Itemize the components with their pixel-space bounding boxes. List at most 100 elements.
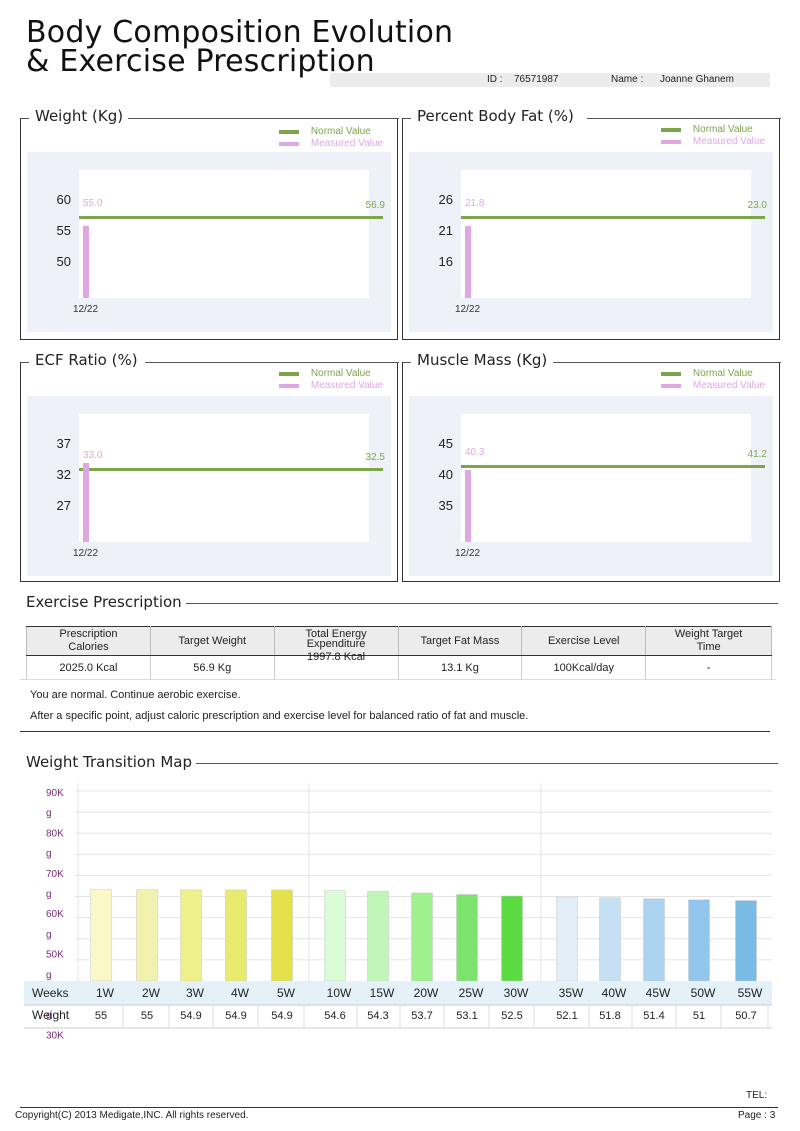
week-label: 25W [459,986,484,1000]
chart-title: ECF Ratio (%) [31,351,142,369]
measured-value-bar [83,226,89,298]
weeks-row-label: Weeks [32,986,68,1000]
value-calories: 2025.0 Kcal [26,655,151,680]
weight-bar [599,897,621,982]
weight-bar [271,889,293,982]
week-label: 55W [738,986,763,1000]
header-target-fat: Target Fat Mass [397,626,523,656]
title-line-1: Body Composition Evolution [26,15,454,50]
legend-normal: Normal Value [692,124,753,135]
weight-bar [367,891,389,982]
id-value: 76571987 [514,74,559,85]
weight-bar [411,892,433,982]
section-title: Exercise Prescription [22,593,186,611]
weight-bar [90,889,112,982]
normal-value-line [79,467,383,471]
measured-swatch [278,384,299,388]
normal-value-label: 41.2 [747,449,767,461]
weight-value: 53.7 [411,1010,432,1022]
y-axis-label: g [46,849,52,860]
weight-value: 54.9 [271,1010,292,1022]
normal-value-line [461,465,765,469]
measured-swatch [660,384,681,388]
normal-swatch [660,128,681,132]
y-axis-label: 90K [46,788,64,799]
plot-area [461,414,751,542]
week-label: 3W [186,986,205,1000]
y-axis-label: g [46,929,52,940]
chart-legend: Normal Value Measured Value [278,126,383,150]
normal-value-line [461,216,765,220]
weight-value: 53.1 [456,1010,477,1022]
weight-bar [136,889,158,982]
y-tick-label: 50 [56,254,71,269]
measured-swatch [278,142,299,146]
chart-title: Percent Body Fat (%) [413,107,578,125]
weight-bar [180,889,202,982]
measured-value-label: 40.3 [465,447,485,459]
legend-measured: Measured Value [310,138,383,149]
legend-measured: Measured Value [310,380,383,391]
weight-bar [324,890,346,982]
weight-value: 51 [693,1010,705,1022]
y-axis-label: 30K [46,1030,64,1041]
y-tick-label: 60 [56,192,71,207]
y-tick-label: 32 [56,467,71,482]
legend-normal: Normal Value [692,368,753,379]
normal-swatch [660,372,681,376]
y-tick-label: 55 [56,223,71,238]
y-tick-label: 21 [438,223,453,238]
y-tick-label: 16 [438,254,453,269]
weight-value: 54.9 [180,1010,201,1022]
week-label: 2W [142,986,161,1000]
week-label: 20W [414,986,439,1000]
legend-normal: Normal Value [310,126,371,137]
header-calories: Prescription Calories [26,626,151,656]
weight-bar [556,896,578,982]
note-1: You are normal. Continue aerobic exercis… [30,689,241,701]
patient-info-bar: ID : 76571987 Name : Joanne Ghanem [330,73,770,87]
y-axis-label: g [46,889,52,900]
weight-value: 51.4 [643,1010,664,1022]
y-tick-label: 45 [438,436,453,451]
exercise-prescription-panel: Exercise Prescription Prescription Calori… [20,593,778,735]
value-target-fat: 13.1 Kg [397,655,523,680]
plot-area [79,170,369,298]
week-label: 5W [277,986,296,1000]
normal-value-label: 23.0 [747,200,767,212]
y-axis-label: g [46,808,52,819]
value-weight-time: - [645,655,772,680]
week-label: 10W [327,986,352,1000]
week-label: 35W [559,986,584,1000]
chart-legend: Normal Value Measured Value [660,368,765,392]
y-axis-label: 80K [46,828,64,839]
y-tick-label: 37 [56,436,71,451]
section-title: Weight Transition Map [22,753,196,771]
y-axis-label: 50K [46,950,64,961]
measured-value-label: 21.8 [465,198,485,210]
normal-value-label: 32.5 [365,451,385,463]
chart-legend: Normal Value Measured Value [278,368,383,392]
date-label: 12/22 [73,304,99,315]
ecf-chart-panel: ECF Ratio (%) Normal Value Measured Valu… [20,351,399,582]
measured-value-bar [465,470,471,542]
weight-transition-panel: Weight Transition Map 90K g 80K g 70K g 60K g 50… [20,753,778,1048]
name-value: Joanne Ghanem [660,74,734,85]
note-2: After a specific point, adjust caloric p… [30,710,529,722]
chart-title: Muscle Mass (Kg) [413,351,552,369]
weight-value: 54.3 [367,1010,388,1022]
normal-swatch [278,372,299,376]
header-energy: Total Energy Expenditure [273,626,399,656]
weight-bar [501,895,523,982]
weight-value: 54.6 [324,1010,345,1022]
weight-row-label: Weight [32,1008,70,1022]
y-tick-label: 40 [438,467,453,482]
id-label: ID : [487,74,503,85]
y-axis-label: 70K [46,869,64,880]
weight-bar [225,889,247,982]
legend-normal: Normal Value [310,368,371,379]
tel-label: TEL: [746,1090,768,1101]
measured-value-bar [83,462,89,542]
weight-bar [735,900,757,982]
weight-value: 52.1 [556,1010,577,1022]
